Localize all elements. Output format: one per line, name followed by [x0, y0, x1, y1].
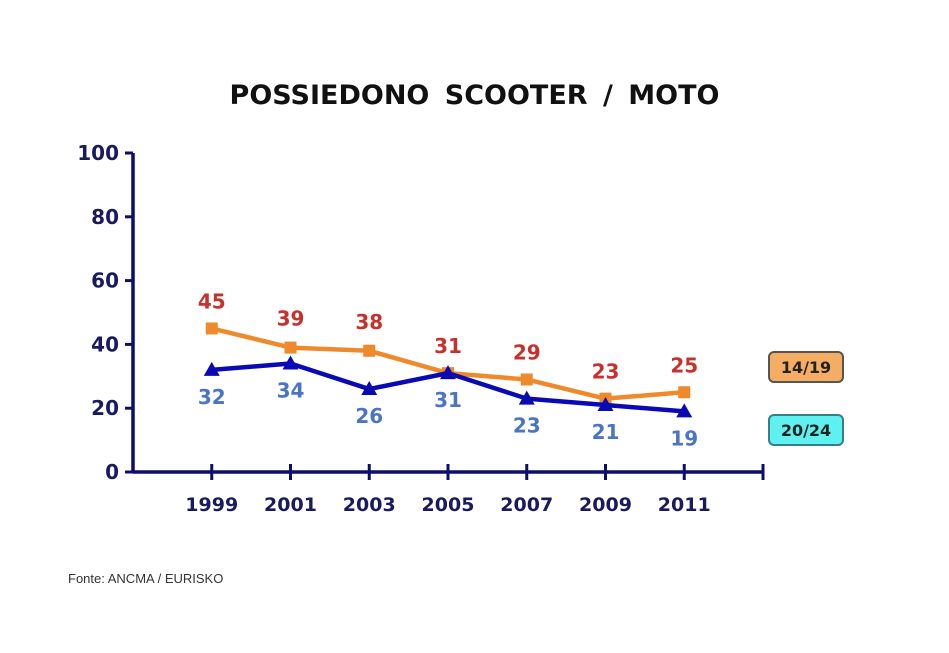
- data-label-20-24: 21: [592, 420, 620, 444]
- legend-item-14-19: 14/19: [768, 351, 844, 383]
- y-tick-label: 0: [105, 460, 119, 484]
- triangle-marker-icon: [676, 403, 693, 418]
- data-label-20-24: 34: [277, 379, 305, 403]
- data-label-14-19: 38: [355, 310, 383, 334]
- y-tick-label: 100: [77, 141, 119, 165]
- y-tick-label: 40: [91, 332, 119, 356]
- chart-series: [203, 322, 693, 418]
- triangle-marker-icon: [203, 361, 220, 376]
- data-label-20-24: 19: [670, 426, 698, 450]
- x-tick-label: 2009: [579, 494, 632, 516]
- data-label-14-19: 31: [434, 334, 462, 358]
- chart-axes: [131, 153, 763, 474]
- y-tick-label: 80: [91, 205, 119, 229]
- y-tick-label: 60: [91, 269, 119, 293]
- data-label-20-24: 31: [434, 388, 462, 412]
- square-marker-icon: [363, 344, 376, 357]
- square-marker-icon: [520, 373, 533, 386]
- data-label-14-19: 25: [670, 353, 698, 377]
- triangle-marker-icon: [597, 397, 614, 412]
- x-tick-label: 2007: [500, 494, 553, 516]
- x-tick-label: 1999: [185, 494, 238, 516]
- x-tick-label: 2003: [343, 494, 396, 516]
- data-label-14-19: 39: [277, 307, 305, 331]
- legend-item-20-24: 20/24: [768, 414, 844, 446]
- square-marker-icon: [284, 341, 297, 354]
- data-label-14-19: 45: [198, 289, 226, 313]
- triangle-marker-icon: [361, 381, 378, 396]
- x-tick-label: 2011: [658, 494, 711, 516]
- data-label-20-24: 32: [198, 385, 226, 409]
- data-labels: 45 39 38 31 29 23 25 32 34 26 31 23 21 19: [198, 289, 698, 450]
- source-note: Fonte: ANCMA / EURISKO: [68, 571, 224, 586]
- y-axis-ticks: 0 20 40 60 80 100: [77, 141, 133, 484]
- square-marker-icon: [205, 322, 218, 335]
- triangle-marker-icon: [282, 355, 299, 370]
- square-marker-icon: [678, 386, 691, 399]
- data-label-20-24: 23: [513, 414, 541, 438]
- y-tick-label: 20: [91, 396, 119, 420]
- chart-title: POSSIEDONO SCOOTER / MOTO: [229, 80, 720, 111]
- x-tick-label: 2005: [422, 494, 475, 516]
- data-label-14-19: 29: [513, 340, 541, 364]
- triangle-marker-icon: [518, 390, 535, 405]
- triangle-marker-icon: [440, 365, 456, 380]
- x-tick-label: 2001: [264, 494, 317, 516]
- data-label-14-19: 23: [592, 360, 620, 384]
- x-axis-ticks: 1999 2001 2003 2005 2007 2009 2011: [185, 464, 765, 516]
- data-label-20-24: 26: [355, 404, 383, 428]
